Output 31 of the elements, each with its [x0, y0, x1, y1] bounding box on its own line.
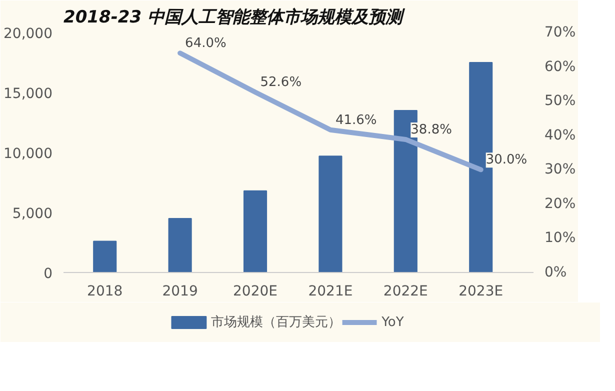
y2-tick-label: 20%	[544, 196, 576, 212]
x-tick-label: 2019	[162, 284, 198, 300]
legend-label: YoY	[380, 315, 404, 330]
x-tick-label: 2020E	[233, 284, 278, 300]
y2-tick-label: 0%	[544, 264, 567, 280]
y2-tick-label: 30%	[544, 162, 576, 178]
data-label: 30.0%	[486, 152, 528, 168]
bar	[243, 190, 268, 272]
chart-title: 2018-23 中国人工智能整体市场规模及预测	[64, 8, 406, 28]
y2-tick-label: 70%	[544, 24, 576, 40]
y-tick-label: 0	[44, 266, 53, 282]
y2-tick-label: 40%	[544, 127, 576, 144]
y2-tick-label: 50%	[544, 93, 576, 110]
x-tick-label: 2023E	[458, 284, 504, 300]
bar	[318, 156, 342, 272]
data-label: 38.8%	[410, 122, 452, 138]
y-tick-label: 5,000	[12, 206, 53, 222]
x-tick-label: 2021E	[308, 284, 353, 300]
y-tick-label: 20,000	[4, 26, 53, 42]
x-tick-label: 2022E	[383, 284, 428, 300]
bar	[93, 240, 117, 272]
y-tick-label: 15,000	[4, 86, 53, 102]
bar	[168, 218, 192, 272]
data-label: 52.6%	[260, 75, 302, 90]
y2-tick-label: 60%	[544, 58, 576, 75]
data-label: 64.0%	[185, 36, 226, 52]
x-tick-label: 2018	[87, 284, 123, 300]
data-label: 41.6%	[335, 112, 377, 128]
y2-tick-label: 10%	[544, 230, 576, 246]
y-tick-label: 10,000	[4, 146, 53, 162]
legend-label: 市场规模（百万美元）	[211, 314, 342, 330]
